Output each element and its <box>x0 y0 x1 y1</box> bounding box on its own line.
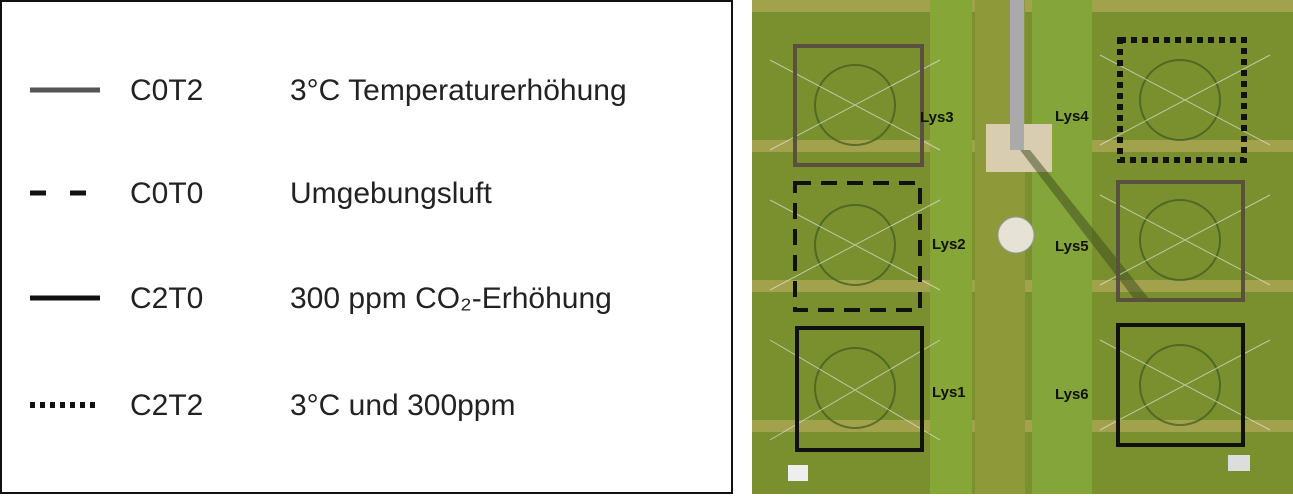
plot-box <box>1116 180 1245 302</box>
aerial-photo <box>752 0 1293 494</box>
plot-label: Lys1 <box>932 384 966 401</box>
legend: C0T2 3°C Temperaturerhöhung C0T0 Umgebungsl… <box>30 74 627 422</box>
plot-label: Lys6 <box>1055 386 1089 403</box>
legend-box <box>0 0 733 494</box>
plot-label: Lys5 <box>1055 238 1089 255</box>
legend-description: 3°C und 300ppm <box>290 389 515 422</box>
plot-box <box>793 181 922 312</box>
legend-code: C2T2 <box>130 389 203 422</box>
plot-label: Lys3 <box>920 109 954 126</box>
legend-description: 300 ppm CO₂-Erhöhung <box>290 282 612 315</box>
lysimeter-boxes <box>793 37 1247 452</box>
legend-code: C0T0 <box>130 177 203 210</box>
plot-box <box>793 44 924 167</box>
plot-label: Lys2 <box>932 236 966 253</box>
plot-labels: Lys1 Lys2 Lys3 Lys4 Lys5 Lys6 <box>920 108 1089 403</box>
legend-code: C2T0 <box>130 282 203 315</box>
plot-label: Lys4 <box>1055 108 1089 125</box>
plot-box <box>795 326 924 452</box>
legend-description: Umgebungsluft <box>290 177 492 210</box>
legend-description: 3°C Temperaturerhöhung <box>290 74 627 107</box>
legend-code: C0T2 <box>130 74 203 107</box>
plot-box <box>1116 323 1245 447</box>
